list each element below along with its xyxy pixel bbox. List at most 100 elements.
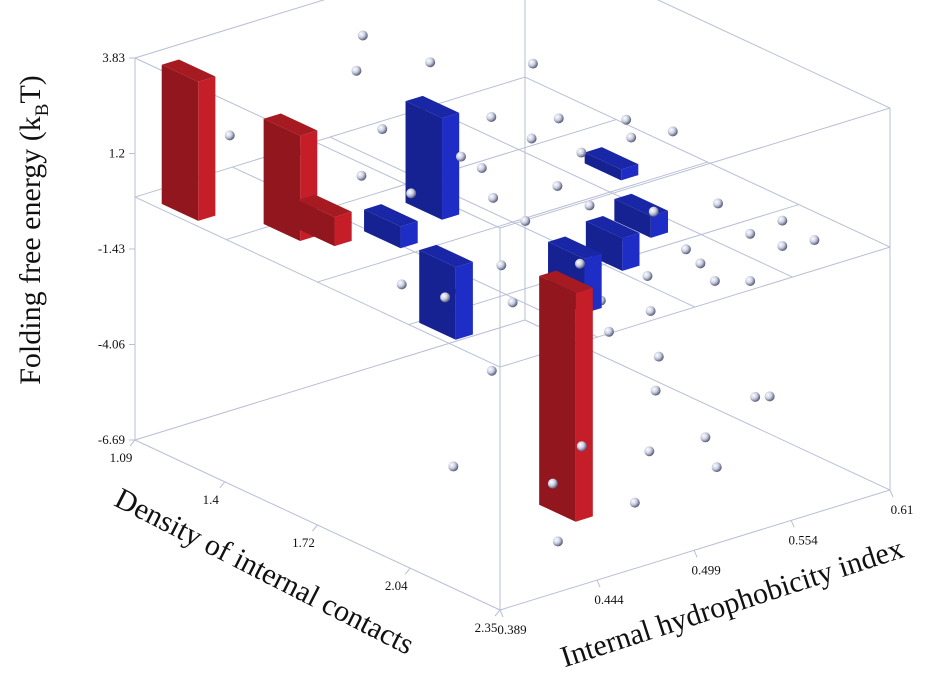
y-tick-label: 1.72 [292, 535, 315, 550]
data-point [709, 275, 720, 286]
bar-top [584, 147, 639, 170]
data-point [644, 446, 655, 457]
data-point [711, 462, 722, 473]
data-point [440, 292, 451, 303]
bar-side [161, 64, 199, 221]
bar-top [161, 59, 216, 82]
data-point [680, 244, 691, 255]
data-point [507, 297, 518, 308]
x-tick [596, 579, 601, 588]
x-tick [790, 520, 795, 528]
y-tick [129, 439, 136, 447]
data-point [603, 326, 614, 337]
bar-top [548, 236, 602, 259]
x-tick [499, 609, 504, 618]
z-title-part: Folding free energy (k [14, 116, 47, 385]
plane-line [317, 161, 708, 283]
data-point [576, 441, 587, 452]
data-point [520, 215, 531, 226]
data-point [448, 461, 459, 472]
plane-line [524, 76, 891, 248]
bar [298, 194, 352, 247]
bar-side [405, 101, 443, 220]
data-point [351, 65, 362, 76]
bar-top [263, 113, 318, 136]
bar-side [584, 152, 622, 181]
x-tick-label: 0.499 [691, 562, 720, 577]
x-tick-label: 0.61 [891, 502, 914, 517]
bar [161, 59, 216, 221]
y-tick [404, 567, 411, 575]
data-point [642, 270, 653, 281]
data-point [667, 126, 678, 137]
bar-top [419, 244, 473, 268]
bar-top [539, 270, 593, 293]
data-point [648, 206, 659, 217]
data-point [777, 215, 788, 226]
z-tick-label: -1.43 [98, 241, 125, 256]
data-point [552, 180, 563, 191]
data-point [584, 200, 595, 211]
y-tick-label: 1.4 [203, 492, 220, 507]
data-point [527, 58, 538, 69]
z-tick-label: -4.06 [98, 337, 126, 352]
x-tick-label: 0.389 [497, 622, 526, 637]
data-point [713, 198, 724, 209]
data-point [357, 30, 368, 41]
bar-side [539, 275, 576, 522]
data-point [476, 163, 487, 174]
bar [364, 204, 418, 249]
x-tick-label: 0.444 [594, 592, 624, 607]
box-edge [134, 0, 326, 59]
bar-front [575, 287, 593, 522]
bar [419, 244, 473, 340]
data-point [486, 111, 497, 122]
bar-front [455, 261, 473, 340]
bar-top [298, 194, 352, 218]
bar-front [334, 211, 352, 247]
box-edge [499, 489, 891, 611]
z-title-end: T) [14, 75, 47, 103]
data-point [809, 235, 820, 246]
y-tick [494, 609, 501, 617]
z-axis-title: Folding free energy (kBT) [14, 75, 53, 385]
bar-side [263, 118, 301, 242]
data-point [750, 391, 761, 402]
bar-side [419, 250, 456, 340]
y-tick-label: 1.09 [110, 450, 133, 465]
data-point [406, 188, 417, 199]
data-point [356, 170, 367, 181]
data-point [496, 260, 507, 271]
data-point [552, 536, 563, 547]
data-point [396, 279, 407, 290]
data-point [745, 275, 756, 286]
data-point [653, 351, 664, 362]
y-tick [219, 481, 226, 489]
y-tick-label: 2.35 [475, 620, 498, 635]
y-axis-title: Density of internal contacts [109, 482, 419, 662]
bar [405, 95, 460, 220]
bar [539, 270, 593, 522]
bar-front [621, 164, 639, 181]
data-point [575, 258, 586, 269]
data-point [745, 228, 756, 239]
data-point [777, 240, 788, 251]
z-title-sub: B [32, 104, 53, 117]
x-tick [693, 550, 698, 558]
data-point [764, 391, 775, 402]
data-point [645, 306, 656, 317]
data-point [621, 114, 632, 125]
bar-side [585, 221, 623, 271]
bar-front [442, 112, 460, 220]
data-point [547, 478, 558, 489]
bar-front [622, 232, 640, 271]
box-edge [134, 319, 526, 441]
bar-front [400, 221, 418, 249]
data-point [486, 365, 497, 376]
z-tick-label: -6.69 [98, 432, 125, 447]
z-tick-label: 3.83 [102, 50, 125, 65]
bar-top [364, 204, 418, 227]
bar-side [614, 199, 651, 238]
bar [584, 147, 639, 181]
